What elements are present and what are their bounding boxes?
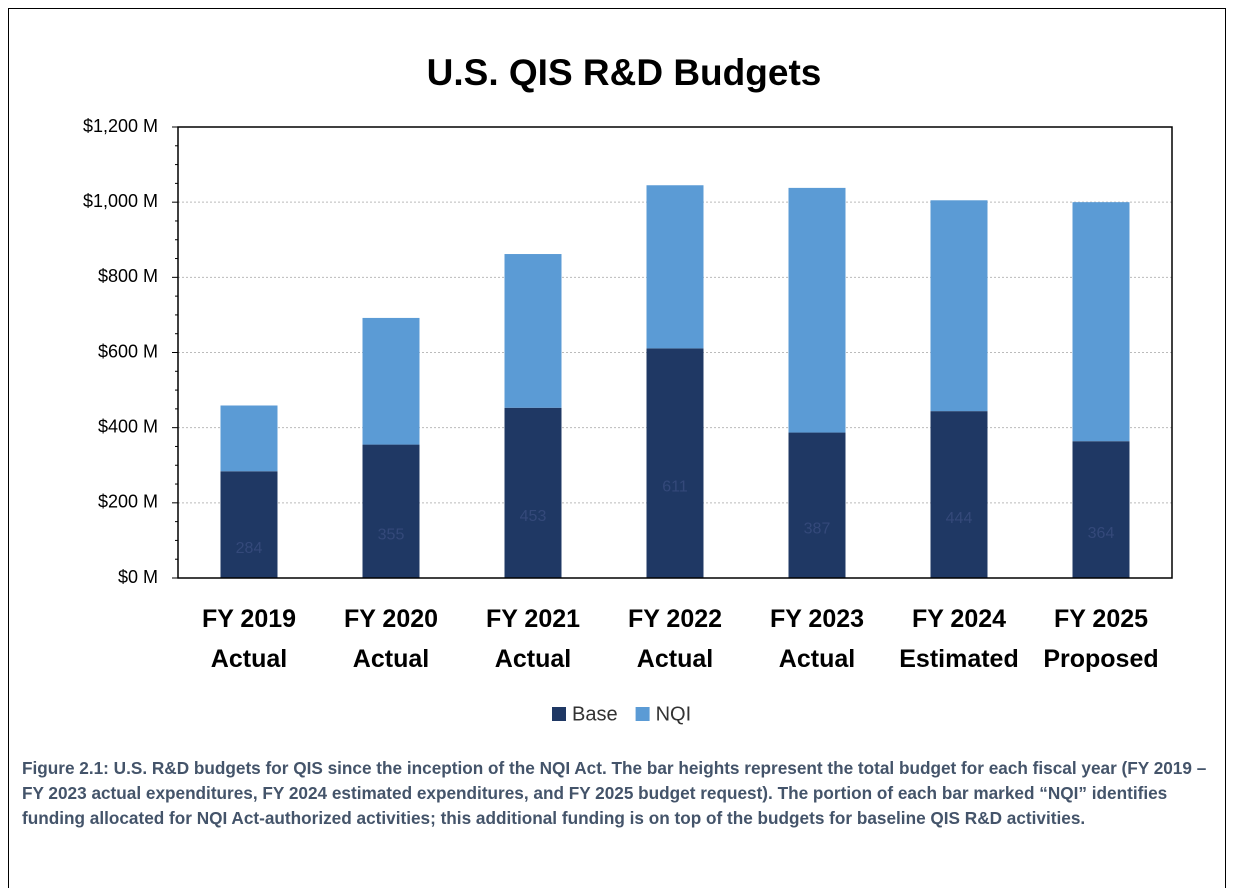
x-tick-line: FY 2025 [1054, 605, 1148, 633]
x-tick-label: FY 2022 Actual [628, 605, 722, 673]
legend-swatch [635, 707, 650, 721]
x-tick-line: FY 2020 [344, 605, 438, 633]
x-tick-line: Actual [637, 645, 713, 673]
data-label: 387 [804, 520, 831, 537]
data-label: 364 [1088, 525, 1115, 542]
legend-label: Base [572, 703, 618, 725]
bar-segment [1072, 202, 1130, 442]
plot-border [177, 126, 1173, 579]
bar-segment [930, 411, 988, 578]
bar-segment [1072, 441, 1130, 578]
x-tick-label: FY 2021 Actual [486, 605, 580, 673]
x-tick-line: Actual [779, 645, 855, 673]
x-tick-label: FY 2020 Actual [344, 605, 438, 673]
y-tick-label: $1,000 M [83, 191, 158, 211]
x-tick-label: FY 2023 Actual [770, 605, 864, 673]
y-tick-label: $0 M [118, 567, 158, 587]
data-label: 284 [236, 540, 263, 557]
x-tick-line: Actual [495, 645, 571, 673]
bar-segment [220, 471, 278, 578]
x-tick-line: FY 2023 [770, 605, 864, 633]
bar-segment [362, 317, 420, 445]
y-tick-label: $200 M [98, 492, 158, 512]
legend-label: NQI [656, 703, 692, 725]
legend-swatch [552, 707, 566, 721]
x-tick-line: FY 2024 [912, 605, 1006, 633]
bar-segment [504, 407, 562, 578]
caption: Figure 2.1: U.S. R&D budgets for QIS sin… [22, 758, 1207, 828]
frame [8, 8, 1226, 888]
x-tick-line: FY 2022 [628, 605, 722, 633]
bar-segment [362, 444, 420, 578]
bar-segment [788, 187, 846, 433]
chart: U.S. QIS R&D Budgets $0 M $200 M $400 M $60… [83, 52, 1173, 725]
bar-segment [930, 200, 988, 412]
bar-segment [504, 254, 562, 408]
y-tick-label: $400 M [98, 416, 158, 436]
y-tick-label: $600 M [98, 341, 158, 361]
bar-segment [220, 405, 278, 472]
x-tick-label: FY 2019 Actual [202, 605, 296, 673]
x-tick-line: Actual [353, 645, 429, 673]
y-tick-label: $800 M [98, 266, 158, 286]
x-tick-line: Actual [211, 645, 287, 673]
bar-segment [788, 432, 846, 578]
x-tick-line: FY 2021 [486, 605, 580, 633]
bar-segment [646, 348, 704, 578]
x-tick-line: FY 2019 [202, 605, 296, 633]
chart-title: U.S. QIS R&D Budgets [427, 52, 822, 93]
data-label: 444 [946, 510, 973, 527]
data-label: 611 [662, 478, 688, 495]
x-tick-label: FY 2025 Proposed [1043, 605, 1158, 673]
x-tick-line: Proposed [1043, 645, 1158, 673]
x-tick-label: FY 2024 Estimated [899, 605, 1018, 673]
data-label: 355 [378, 527, 405, 544]
bar-segment [646, 185, 704, 349]
data-label: 453 [520, 508, 547, 525]
y-tick-label: $1,200 M [83, 116, 158, 136]
x-tick-line: Estimated [899, 645, 1018, 673]
